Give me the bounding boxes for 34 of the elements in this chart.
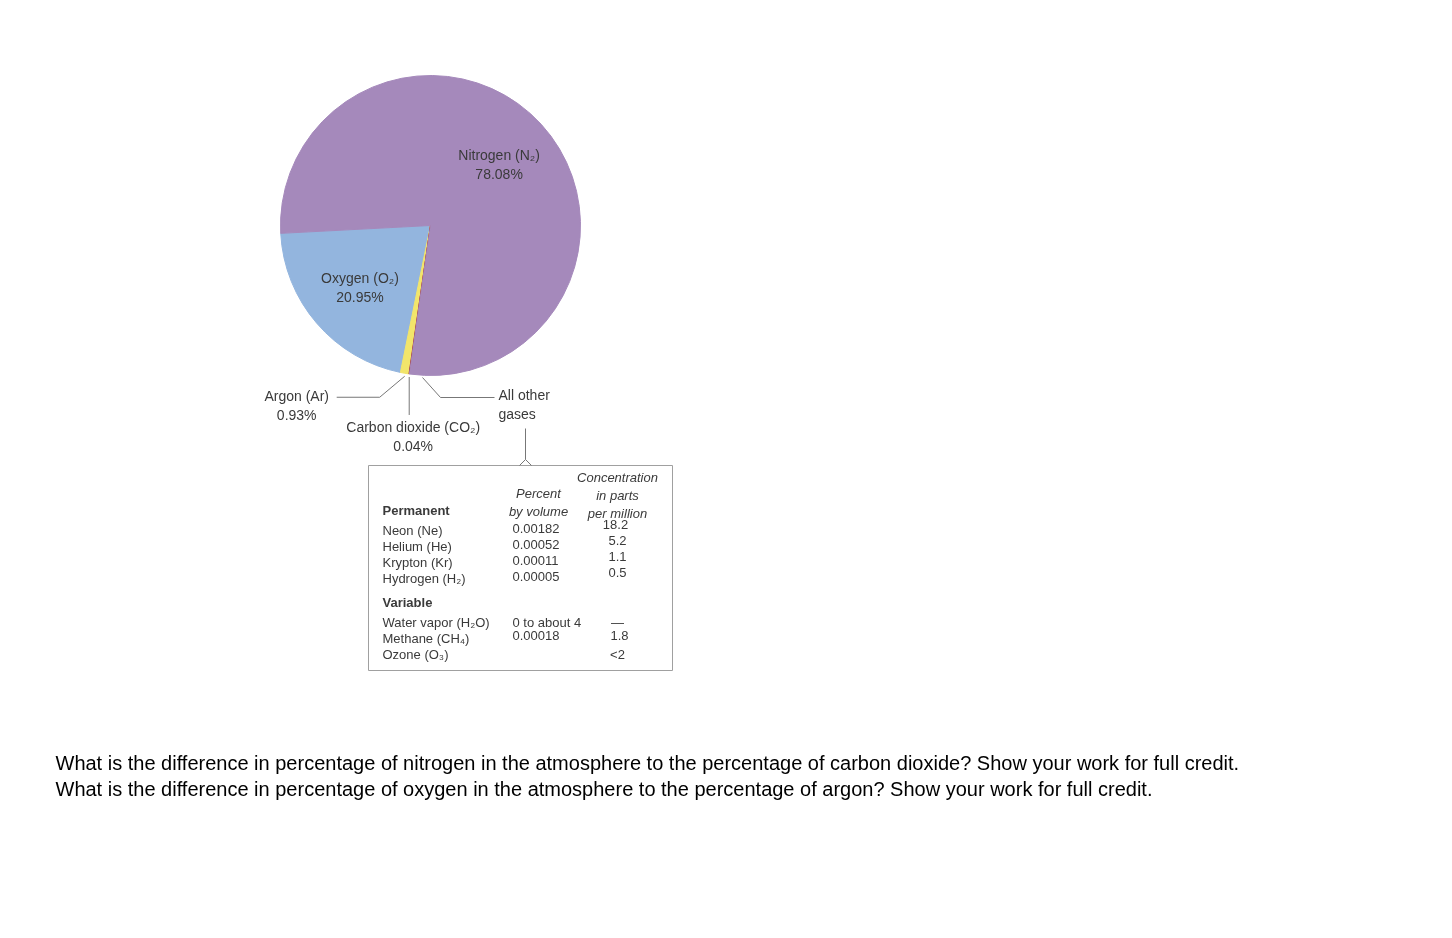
text: 0.5 xyxy=(608,564,627,580)
text: Neon (Ne) xyxy=(382,522,443,538)
text: 0.00005 xyxy=(512,568,560,584)
text: Concentration in parts per million xyxy=(577,469,658,521)
text: What is the difference in percentage of oxygen in the atmosphere to the percentage of argon? Show your work for full credit. xyxy=(55,777,1153,800)
data-label: 0.04% xyxy=(393,438,434,455)
slice-label: Oxygen (O₂) xyxy=(321,270,399,287)
text: 0.00018 xyxy=(512,627,560,643)
text: 0.00182 xyxy=(512,520,560,536)
text: Ozone (O₃) xyxy=(382,646,449,662)
text: 0 to about 4 xyxy=(512,614,582,630)
text: Helium (He) xyxy=(382,538,452,554)
text: 0.00052 xyxy=(512,536,560,552)
text: <2 xyxy=(610,646,625,662)
text: What is the difference in percentage of nitrogen in the atmosphere to the percentage of carbon dioxide? Show your work for full credit. xyxy=(55,751,1240,774)
text: Permanent xyxy=(382,502,451,518)
text: Hydrogen (H₂) xyxy=(382,570,466,586)
text: 1.8 xyxy=(610,627,629,643)
text: Krypton (Kr) xyxy=(382,554,453,570)
text: 0.00011 xyxy=(512,552,559,568)
data-label: 20.95% xyxy=(336,289,384,306)
slice-label: Carbon dioxide (CO₂) xyxy=(346,418,481,435)
text: — xyxy=(611,614,624,630)
text: Methane (CH₄) xyxy=(382,630,470,646)
text: Water vapor (H₂O) xyxy=(382,614,490,630)
text: 5.2 xyxy=(608,532,627,548)
text: Percent by volume xyxy=(508,485,569,519)
slice-label: Argon (Ar) xyxy=(264,388,329,405)
text: 1.1 xyxy=(608,548,627,564)
data-label: 0.93% xyxy=(276,407,317,424)
text: Variable xyxy=(382,594,433,610)
text: All other gases xyxy=(498,386,551,422)
data-label: 78.08% xyxy=(475,165,523,182)
slice-label: Nitrogen (N₂) xyxy=(458,146,540,163)
